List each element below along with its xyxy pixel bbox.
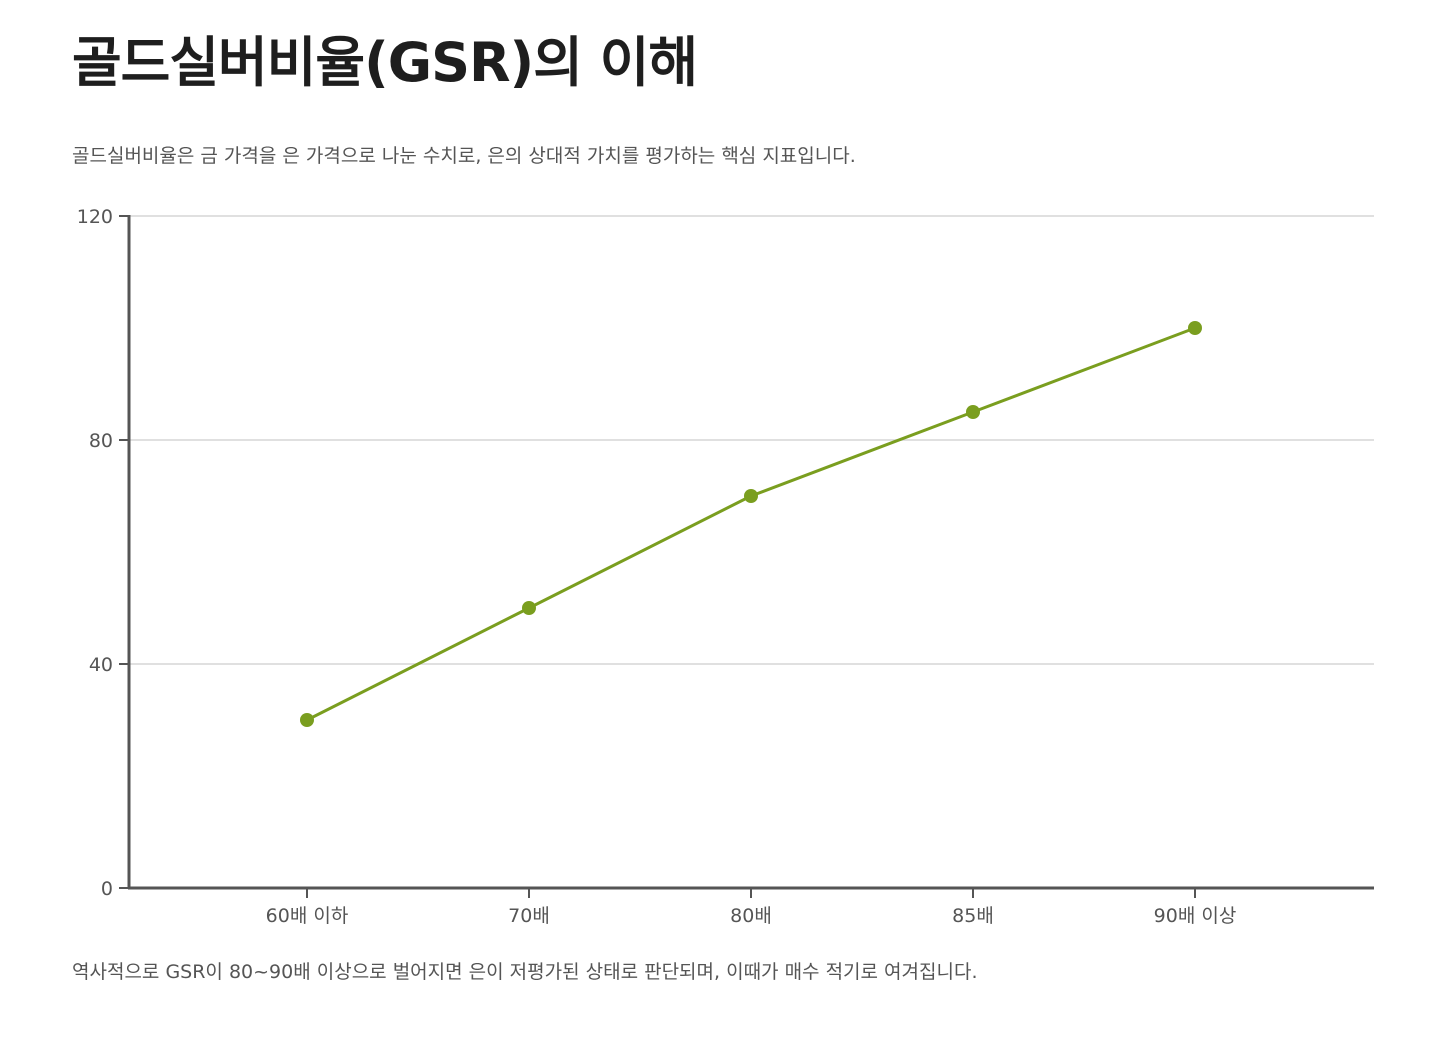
x-tick-label: 85배 bbox=[952, 905, 994, 927]
footnote: 역사적으로 GSR이 80~90배 이상으로 벌어지면 은이 저평가된 상태로 … bbox=[72, 961, 978, 983]
page-subtitle: 골드실버비율은 금 가격을 은 가격으로 나눈 수치로, 은의 상대적 가치를 … bbox=[72, 145, 856, 167]
series-line bbox=[306, 326, 1196, 722]
x-tick-label: 70배 bbox=[508, 905, 550, 927]
y-tick-label: 40 bbox=[89, 654, 113, 676]
line-chart: 0 40 80 120 60배 이하 70배 80배 85배 90배 이상 bbox=[77, 206, 1374, 927]
x-tick-label: 60배 이하 bbox=[266, 905, 349, 927]
axes bbox=[127, 215, 1374, 890]
series-line-path bbox=[306, 326, 1196, 722]
data-point bbox=[1188, 321, 1202, 335]
data-point bbox=[744, 489, 758, 503]
grid-lines bbox=[129, 215, 1374, 665]
y-tick-label: 80 bbox=[89, 430, 113, 452]
page-title: 골드실버비율(GSR)의 이해 bbox=[72, 31, 698, 94]
data-point bbox=[522, 601, 536, 615]
y-axis-ticks: 0 40 80 120 bbox=[77, 206, 129, 900]
x-axis-ticks: 60배 이하 70배 80배 85배 90배 이상 bbox=[266, 888, 1237, 927]
series-points bbox=[300, 321, 1202, 727]
x-tick-label: 80배 bbox=[730, 905, 772, 927]
y-tick-label: 0 bbox=[101, 878, 113, 900]
data-point bbox=[966, 405, 980, 419]
x-tick-label: 90배 이상 bbox=[1154, 905, 1237, 927]
y-tick-label: 120 bbox=[77, 206, 113, 228]
data-point bbox=[300, 713, 314, 727]
